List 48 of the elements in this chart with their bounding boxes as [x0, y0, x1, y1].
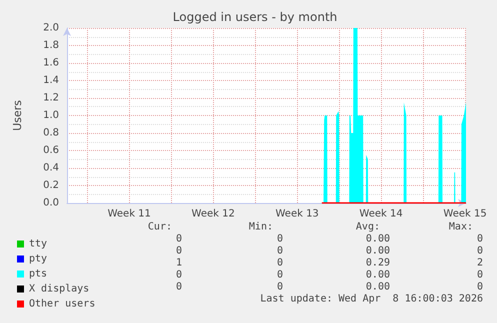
chart-title: Logged in users - by month [172, 10, 338, 24]
text: 0 [176, 270, 182, 280]
text: 0.00 [366, 282, 390, 292]
text: 0 [476, 282, 483, 292]
text: 0.00 [366, 234, 390, 244]
text: 2 [476, 258, 483, 268]
text: 0.00 [366, 246, 390, 256]
legend-label: Other users [29, 298, 96, 310]
y-tick-label: 1.2 [43, 92, 59, 104]
text: 0 [176, 282, 182, 292]
text: 0 [476, 270, 483, 280]
x-tick-label: Week 15 [443, 208, 487, 220]
text: Avg: [356, 222, 380, 232]
x-tick-label: Week 14 [359, 208, 403, 220]
text: 0 [276, 270, 283, 280]
y-tick-label: 0.6 [43, 145, 59, 156]
legend-label: X displays [29, 284, 90, 294]
y-tick-label: 1.4 [43, 75, 59, 86]
y-axis-title: Users [11, 100, 24, 131]
x-tick-label: Week 11 [108, 208, 151, 220]
legend-label: tty [29, 238, 48, 250]
y-tick-label: 0.0 [43, 198, 59, 208]
text: 0.00 [366, 270, 390, 280]
text: 0 [276, 234, 283, 244]
text: 0 [476, 234, 483, 244]
x-tick-label: Week 12 [192, 208, 235, 220]
y-tick-label: 1.0 [43, 110, 59, 121]
text: 1 [176, 258, 182, 268]
text: Cur: [148, 222, 172, 232]
y-tick-label: 0.4 [43, 162, 59, 174]
text: 0 [276, 282, 283, 292]
text: 0.29 [366, 258, 390, 268]
text: 0 [476, 246, 483, 256]
y-tick-label: 0.8 [43, 128, 59, 138]
y-tick-label: 1.6 [43, 58, 59, 68]
text: Min: [248, 222, 273, 232]
text: 0 [276, 246, 283, 256]
y-tick-label: 1.8 [43, 40, 59, 51]
text: Max: [448, 222, 473, 232]
x-tick-label: Week 13 [275, 208, 319, 220]
y-tick-label: 0.2 [43, 180, 59, 191]
y-tick-label: 2.0 [43, 22, 59, 34]
legend-label: pty [29, 254, 48, 264]
text: 0 [276, 258, 283, 268]
text: 0 [176, 234, 182, 244]
text: 0 [176, 246, 182, 256]
legend-label: pts [29, 268, 48, 280]
text: Last update: Wed Apr 8 16:00:03 2026 [260, 294, 483, 304]
